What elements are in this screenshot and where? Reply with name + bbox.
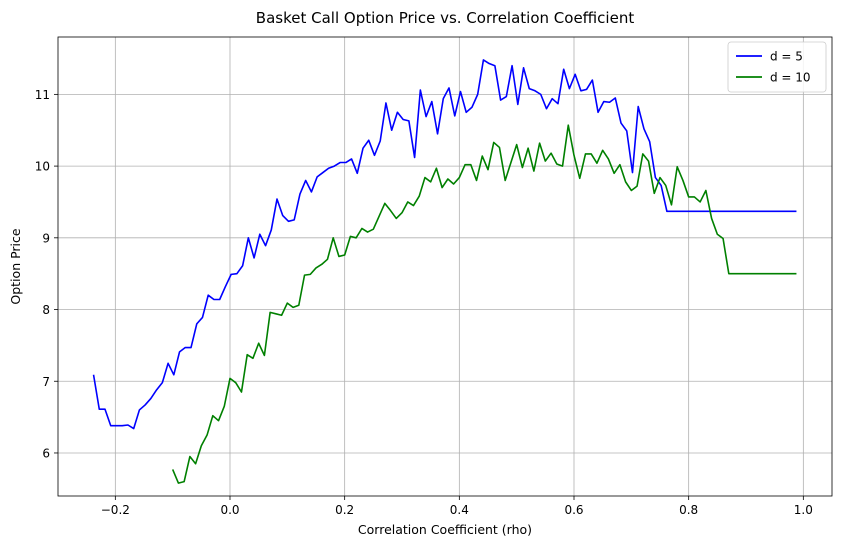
plot-frame: [57, 36, 833, 497]
x-tick-label: 0.6: [564, 503, 583, 517]
y-tick-label: 7: [42, 375, 50, 389]
y-axis-ticks: 6 7 8 9 10 11: [35, 88, 58, 460]
series-line-1: [92, 59, 797, 430]
x-tick-label: 1.0: [794, 503, 813, 517]
legend: d = 5 d = 10: [727, 41, 827, 93]
x-tick-label: 0.2: [335, 503, 354, 517]
y-axis-label: Option Price: [8, 228, 23, 304]
x-tick-label: −0.2: [101, 503, 130, 517]
legend-label: d = 5: [770, 50, 803, 64]
legend-box: [727, 41, 827, 93]
x-axis-ticks: −0.2 0.0 0.2 0.4 0.6 0.8 1.0: [101, 496, 813, 517]
x-tick-label: 0.0: [220, 503, 239, 517]
y-tick-label: 8: [42, 303, 50, 317]
y-tick-label: 10: [35, 160, 50, 174]
series-layer: [92, 59, 797, 484]
x-tick-label: 0.8: [679, 503, 698, 517]
x-tick-label: 0.4: [450, 503, 469, 517]
chart-title: Basket Call Option Price vs. Correlation…: [256, 9, 635, 27]
x-axis-label: Correlation Coefficient (rho): [358, 522, 532, 537]
series-line-2: [171, 124, 797, 484]
y-tick-label: 9: [42, 231, 50, 245]
y-tick-label: 11: [35, 88, 50, 102]
legend-label: d = 10: [770, 71, 811, 85]
y-tick-label: 6: [42, 446, 50, 460]
